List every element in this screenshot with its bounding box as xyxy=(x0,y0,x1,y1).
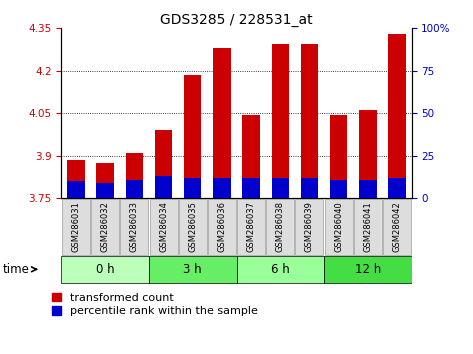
Bar xyxy=(359,110,377,198)
Bar xyxy=(242,178,260,198)
Bar xyxy=(155,176,172,198)
Bar xyxy=(126,179,143,198)
Title: GDS3285 / 228531_at: GDS3285 / 228531_at xyxy=(160,13,313,27)
Text: GSM286040: GSM286040 xyxy=(334,201,343,252)
FancyBboxPatch shape xyxy=(236,256,324,284)
FancyBboxPatch shape xyxy=(296,199,324,255)
FancyBboxPatch shape xyxy=(324,199,352,255)
Text: GSM286037: GSM286037 xyxy=(246,201,255,252)
Text: GSM286036: GSM286036 xyxy=(218,201,227,252)
Bar xyxy=(272,178,289,198)
FancyBboxPatch shape xyxy=(149,256,236,284)
Bar xyxy=(155,130,172,198)
Text: GSM286035: GSM286035 xyxy=(188,201,197,252)
Bar xyxy=(301,44,318,198)
FancyBboxPatch shape xyxy=(179,199,207,255)
FancyBboxPatch shape xyxy=(324,256,412,284)
Text: time: time xyxy=(3,263,36,276)
Bar xyxy=(184,178,201,198)
Bar xyxy=(126,153,143,198)
Text: GSM286032: GSM286032 xyxy=(101,201,110,252)
Bar xyxy=(213,48,231,198)
FancyBboxPatch shape xyxy=(121,199,149,255)
FancyBboxPatch shape xyxy=(61,256,149,284)
Bar xyxy=(96,163,114,198)
FancyBboxPatch shape xyxy=(354,199,382,255)
Text: GSM286034: GSM286034 xyxy=(159,201,168,252)
Bar xyxy=(388,34,406,198)
Bar xyxy=(330,115,347,198)
Bar xyxy=(184,75,201,198)
Text: GSM286031: GSM286031 xyxy=(71,201,80,252)
FancyBboxPatch shape xyxy=(383,199,411,255)
Bar xyxy=(330,179,347,198)
Text: GSM286033: GSM286033 xyxy=(130,201,139,252)
FancyBboxPatch shape xyxy=(237,199,265,255)
Text: GSM286041: GSM286041 xyxy=(363,201,372,252)
Text: GSM286038: GSM286038 xyxy=(276,201,285,252)
Text: 12 h: 12 h xyxy=(355,263,381,276)
Legend: transformed count, percentile rank within the sample: transformed count, percentile rank withi… xyxy=(52,293,258,316)
Text: GSM286042: GSM286042 xyxy=(393,201,402,252)
Bar xyxy=(96,183,114,198)
Text: 3 h: 3 h xyxy=(184,263,202,276)
Bar xyxy=(67,181,85,198)
Bar xyxy=(67,160,85,198)
Bar xyxy=(272,44,289,198)
Bar xyxy=(242,115,260,198)
Bar xyxy=(359,179,377,198)
FancyBboxPatch shape xyxy=(149,199,177,255)
Bar xyxy=(388,178,406,198)
FancyBboxPatch shape xyxy=(208,199,236,255)
Bar xyxy=(213,178,231,198)
FancyBboxPatch shape xyxy=(91,199,119,255)
Text: 0 h: 0 h xyxy=(96,263,114,276)
Text: 6 h: 6 h xyxy=(271,263,289,276)
Bar xyxy=(301,178,318,198)
FancyBboxPatch shape xyxy=(62,199,90,255)
Text: GSM286039: GSM286039 xyxy=(305,201,314,252)
FancyBboxPatch shape xyxy=(266,199,294,255)
